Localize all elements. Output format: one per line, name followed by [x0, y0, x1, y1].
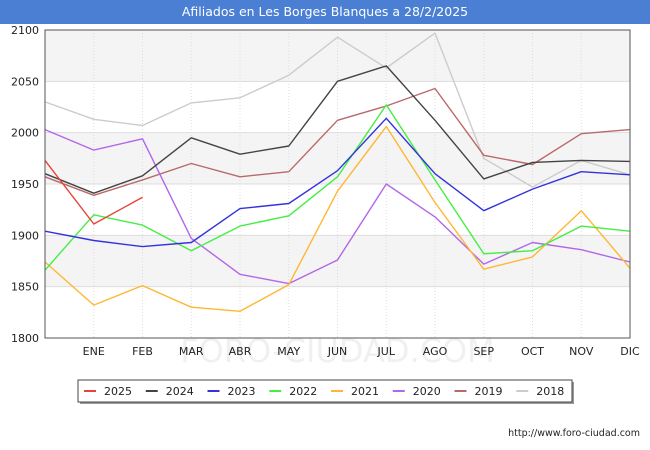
series-line-2020 — [44, 128, 631, 285]
footer-url: http://www.foro-ciudad.com — [508, 428, 640, 439]
legend-label: 2025 — [104, 385, 132, 398]
y-tick-label: 1800 — [11, 332, 39, 345]
y-tick-label: 2000 — [11, 127, 39, 140]
series-line-2021 — [44, 125, 631, 312]
x-tick-label: FEB — [132, 345, 153, 358]
series-line-2022 — [44, 104, 631, 271]
series-line-2024 — [44, 65, 631, 194]
legend-box — [77, 379, 573, 403]
y-tick-label: 2100 — [11, 24, 39, 37]
plot-frame — [44, 29, 631, 339]
x-tick-label: ENE — [83, 345, 105, 358]
series-line-2023 — [44, 117, 631, 248]
chart-title: Afiliados en Les Borges Blanques a 28/2/… — [0, 0, 650, 24]
y-tick-label: 1850 — [11, 281, 39, 294]
x-tick-label: SEP — [473, 345, 494, 358]
axes: 1800 1850 1900 1950 2000 2050 2100 ENE FEB MAR ABR… — [11, 24, 640, 358]
x-tick-label: MAR — [179, 345, 204, 358]
y-tick-label: 1950 — [11, 178, 39, 191]
legend: 2025 2024 2023 2022 2021 2020 2019 2018 — [77, 379, 574, 404]
y-tick-label: 2050 — [11, 75, 39, 88]
x-tick-label: ABR — [229, 345, 252, 358]
series-line-2019 — [44, 87, 631, 197]
legend-label: 2020 — [413, 385, 441, 398]
legend-label: 2023 — [228, 385, 256, 398]
x-tick-label: NOV — [569, 345, 594, 358]
x-tick-label: JUL — [377, 345, 396, 358]
y-tick-label: 1900 — [11, 229, 39, 242]
x-tick-label: JUN — [327, 345, 348, 358]
x-tick-label: OCT — [521, 345, 544, 358]
legend-label: 2024 — [166, 385, 194, 398]
x-tick-label: MAY — [277, 345, 300, 358]
x-tick-label: DIC — [620, 345, 640, 358]
x-tick-label: AGO — [423, 345, 448, 358]
legend-label: 2018 — [536, 385, 564, 398]
series-line-2018 — [44, 32, 631, 188]
legend-label: 2021 — [351, 385, 379, 398]
legend-label: 2022 — [289, 385, 317, 398]
series-line-2025 — [44, 159, 143, 225]
legend-label: 2019 — [475, 385, 503, 398]
series-layer — [44, 32, 631, 312]
